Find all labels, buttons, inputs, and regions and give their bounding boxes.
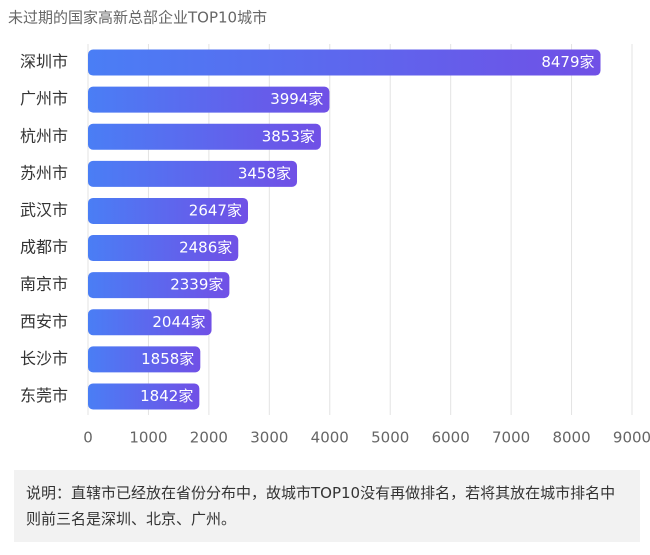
bar xyxy=(88,309,212,336)
value-label: 3994家 xyxy=(270,90,323,108)
y-tick-label: 深圳市 xyxy=(20,52,68,71)
bar xyxy=(88,86,330,113)
bar xyxy=(88,383,200,410)
x-tick-label: 9000 xyxy=(613,429,650,447)
y-tick-label: 长沙市 xyxy=(20,349,68,368)
value-label: 2647家 xyxy=(189,201,242,219)
bar xyxy=(88,235,239,262)
bar xyxy=(88,272,230,299)
x-tick-label: 0 xyxy=(83,429,93,447)
x-tick-label: 4000 xyxy=(311,429,349,447)
x-tick-label: 6000 xyxy=(432,429,470,447)
y-tick-label: 成都市 xyxy=(20,238,68,257)
value-label: 3458家 xyxy=(238,164,291,182)
bar xyxy=(88,123,321,150)
value-label: 8479家 xyxy=(541,53,594,71)
y-tick-label: 苏州市 xyxy=(20,163,68,182)
x-tick-label: 5000 xyxy=(371,429,409,447)
bar xyxy=(88,160,298,187)
x-tick-label: 8000 xyxy=(552,429,590,447)
chart: 未过期的国家高新总部企业TOP10城市 0 1000 2000 3000 4000 500… xyxy=(8,9,650,447)
bar xyxy=(88,49,601,76)
y-tick-label: 西安市 xyxy=(20,312,68,331)
value-label: 1842家 xyxy=(140,387,193,405)
value-label: 2339家 xyxy=(170,276,223,294)
value-label: 2044家 xyxy=(152,313,205,331)
x-tick-label: 2000 xyxy=(190,429,228,447)
y-tick-label: 东莞市 xyxy=(20,386,68,405)
x-tick-label: 7000 xyxy=(492,429,530,447)
value-label: 2486家 xyxy=(179,239,232,257)
note: 说明：直辖市已经放在省份分布中，故城市TOP10没有再做排名，若将其放在城市排名… xyxy=(14,470,640,542)
value-label: 3853家 xyxy=(262,127,315,145)
x-tick-label: 1000 xyxy=(129,429,167,447)
bar xyxy=(88,346,201,373)
bar xyxy=(88,197,248,224)
y-tick-label: 南京市 xyxy=(20,275,68,294)
chart-title: 未过期的国家高新总部企业TOP10城市 xyxy=(8,9,267,27)
y-tick-label: 武汉市 xyxy=(20,200,68,219)
y-tick-label: 杭州市 xyxy=(20,126,68,145)
value-label: 1858家 xyxy=(141,350,194,368)
y-tick-label: 广州市 xyxy=(20,89,68,108)
x-tick-label: 3000 xyxy=(250,429,288,447)
